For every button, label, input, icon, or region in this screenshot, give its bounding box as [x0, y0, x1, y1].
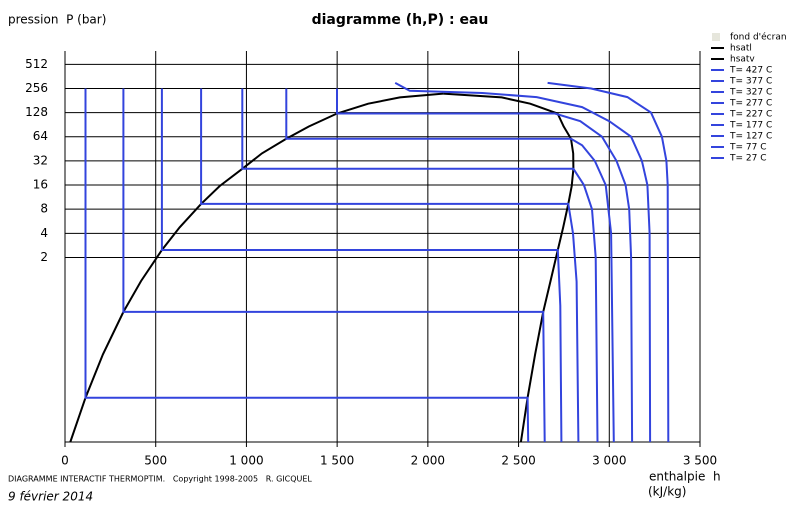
series-line — [84, 88, 530, 443]
series-line — [547, 81, 670, 443]
footer: DIAGRAMME INTERACTIF THERMOPTIM. Copyrig… — [8, 475, 312, 484]
legend-label: T= 227 C — [729, 110, 772, 120]
legend-label: T= 277 C — [729, 99, 772, 109]
y-tick-label: 512 — [25, 57, 48, 71]
series-line — [285, 88, 615, 443]
x-tick-label: 1 000 — [229, 454, 263, 468]
series-line — [336, 88, 634, 443]
legend-label: T= 77 C — [729, 143, 767, 153]
legend-label: T= 177 C — [729, 121, 772, 131]
series-line — [443, 92, 575, 443]
series-line — [200, 88, 580, 443]
y-tick-label: 256 — [25, 81, 48, 95]
legend-label: T= 127 C — [729, 132, 772, 142]
date: 9 février 2014 — [8, 490, 93, 504]
y-axis-label: pression P (bar) — [8, 13, 106, 27]
x-axis-unit: (kJ/kg) — [648, 485, 686, 499]
y-tick-label: 64 — [33, 129, 48, 143]
y-tick-label: 16 — [33, 178, 48, 192]
x-tick-label: 3 000 — [592, 454, 626, 468]
series-line — [122, 88, 546, 443]
y-tick-label: 8 — [40, 202, 48, 216]
x-tick-label: 500 — [144, 454, 167, 468]
legend-label: fond d'écran — [730, 32, 787, 43]
chart-title: diagramme (h,P) : eau — [312, 12, 489, 28]
legend-label: T= 427 C — [729, 66, 772, 76]
series-line — [69, 92, 444, 443]
legend-label: hsatl — [730, 44, 752, 54]
x-tick-label: 3 500 — [683, 454, 717, 468]
legend-label: T= 27 C — [729, 154, 767, 164]
series-line — [241, 88, 599, 443]
legend-label: hsatv — [730, 55, 755, 65]
x-tick-label: 2 500 — [501, 454, 535, 468]
x-tick-label: 1 500 — [320, 454, 354, 468]
legend-label: T= 377 C — [729, 77, 772, 87]
y-tick-label: 2 — [40, 250, 48, 264]
y-tick-label: 4 — [40, 226, 48, 240]
x-tick-label: 0 — [61, 454, 69, 468]
y-tick-label: 128 — [25, 105, 48, 119]
x-tick-label: 2 000 — [411, 454, 445, 468]
x-axis-label: enthalpie h — [649, 470, 721, 484]
y-tick-label: 32 — [33, 153, 48, 167]
series-line — [394, 82, 652, 443]
legend-label: T= 327 C — [729, 88, 772, 98]
series-line — [160, 88, 563, 443]
legend-swatch — [712, 33, 720, 41]
